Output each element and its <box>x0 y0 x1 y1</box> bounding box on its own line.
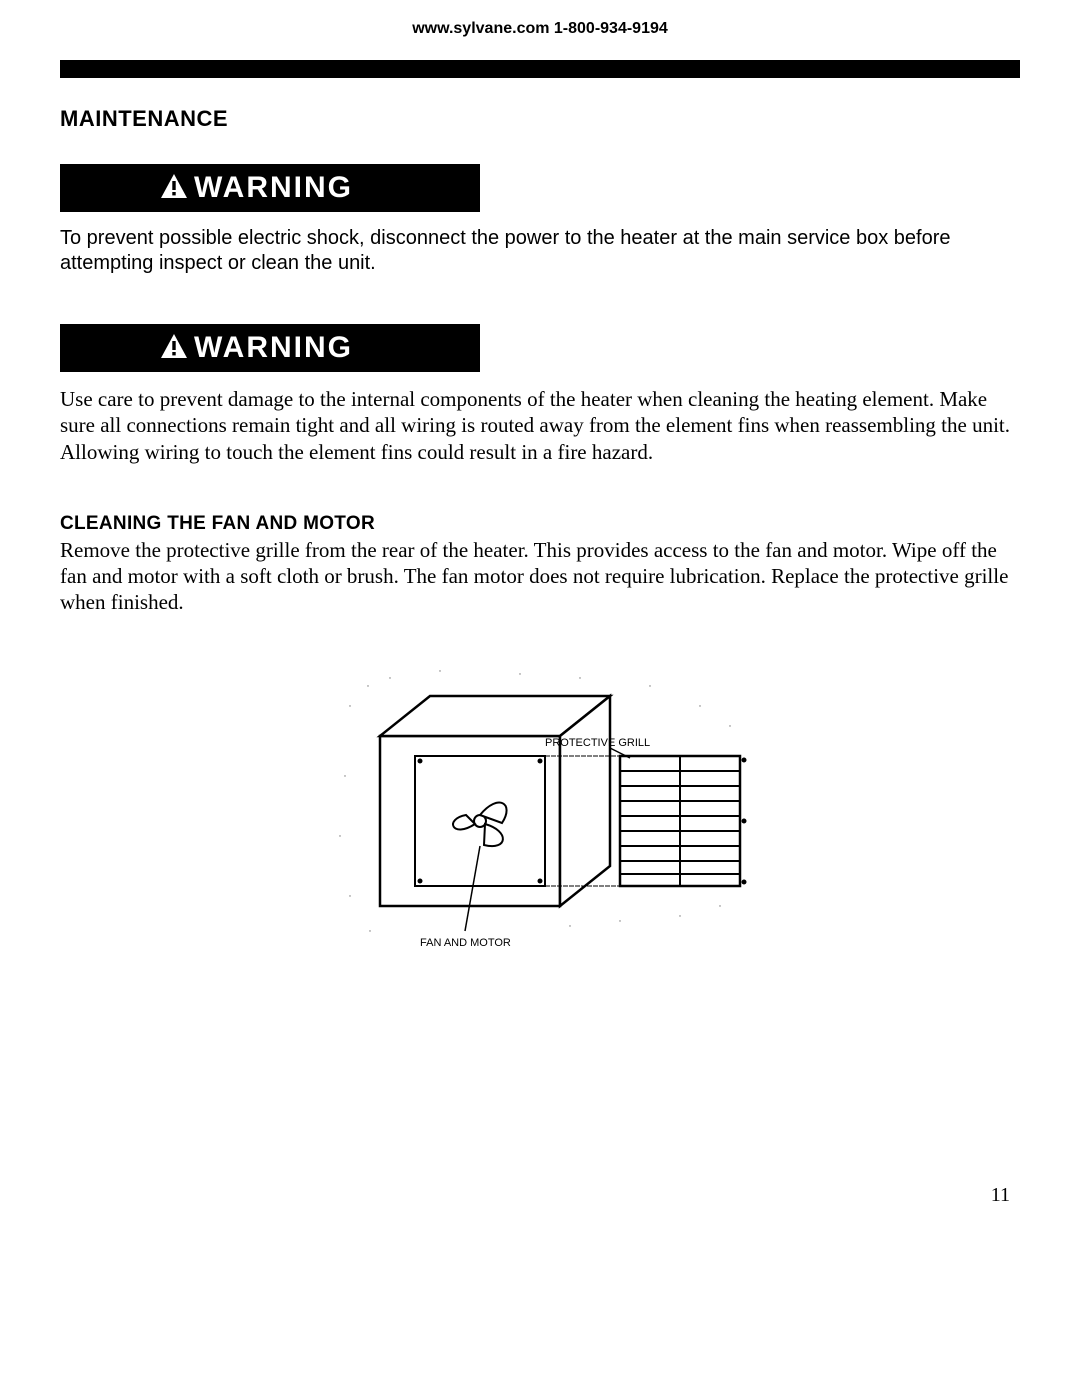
page-number: 11 <box>991 1184 1010 1207</box>
warning-text-2: Use care to prevent damage to the intern… <box>60 386 1020 465</box>
divider-bar <box>60 60 1020 78</box>
warning-label: WARNING <box>194 331 353 365</box>
warning-triangle-icon <box>160 173 188 204</box>
warning-banner-1: WARNING <box>60 164 480 212</box>
warning-label: WARNING <box>194 171 353 205</box>
subheading-cleaning: CLEANING THE FAN AND MOTOR <box>60 513 1020 535</box>
warning-banner-2: WARNING <box>60 324 480 372</box>
diagram-label-fan: FAN AND MOTOR <box>420 937 511 949</box>
heater-diagram: PROTECTIVE GRILL FAN AND MOTOR <box>60 656 1020 961</box>
section-title: MAINTENANCE <box>60 106 1020 132</box>
warning-text-1: To prevent possible electric shock, disc… <box>60 226 1020 276</box>
diagram-label-grill: PROTECTIVE GRILL <box>545 737 650 749</box>
cleaning-text: Remove the protective grille from the re… <box>60 537 1020 616</box>
warning-triangle-icon <box>160 333 188 364</box>
page-header: www.sylvane.com 1-800-934-9194 <box>60 20 1020 38</box>
